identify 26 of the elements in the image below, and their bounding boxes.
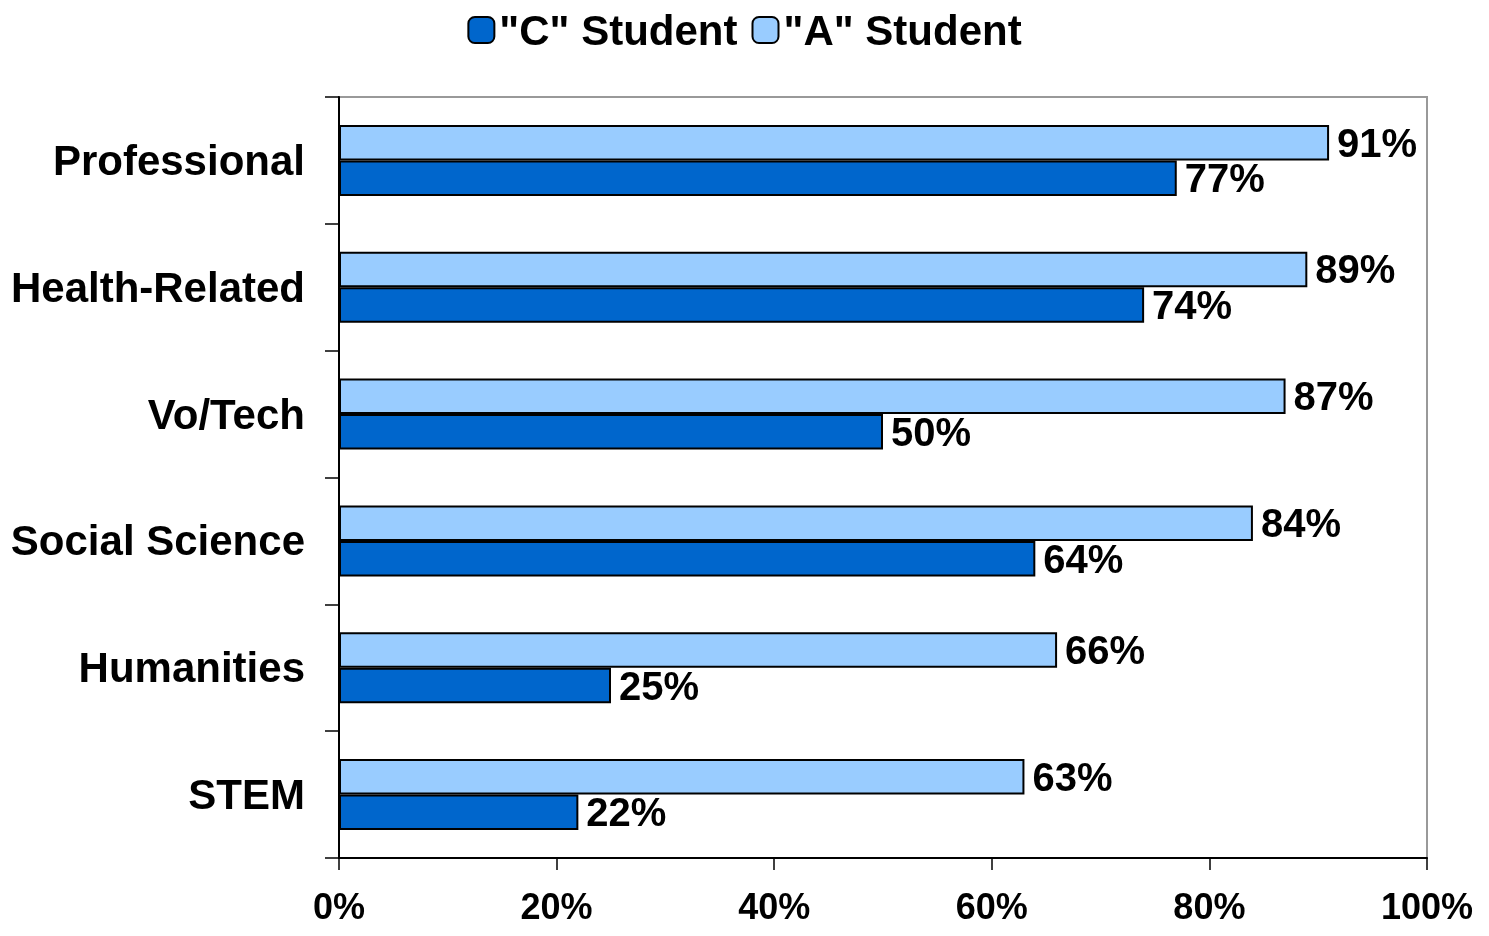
data-label: 66% [1065,627,1146,672]
data-label: 22% [586,790,667,835]
data-label: 91% [1337,120,1418,165]
data-label: 74% [1152,283,1233,328]
legend-label: "A" Student [783,6,1022,54]
x-tick-label: 80% [1173,885,1246,927]
data-label: 50% [891,409,972,454]
data-label: 87% [1293,374,1374,419]
x-tick-label: 100% [1380,885,1474,927]
data-label: 77% [1184,156,1265,201]
y-tick-label: STEM [188,771,305,819]
x-tick-label: 60% [955,885,1028,927]
data-label: 64% [1043,536,1124,581]
x-tick-label: 0% [312,885,366,927]
data-label: 84% [1260,501,1341,546]
data-label: 25% [619,663,700,708]
legend-label: "C" Student [499,6,738,54]
y-tick-label: Vo/Tech [147,390,305,438]
y-tick-label: Social Science [10,517,305,565]
y-tick-label: Humanities [78,644,305,692]
y-tick-label: Professional [52,136,305,184]
x-tick-label: 40% [738,885,811,927]
data-label: 63% [1032,754,1113,799]
data-label: 89% [1315,247,1396,292]
y-tick-label: Health-Related [10,263,305,311]
x-tick-label: 20% [520,885,593,927]
